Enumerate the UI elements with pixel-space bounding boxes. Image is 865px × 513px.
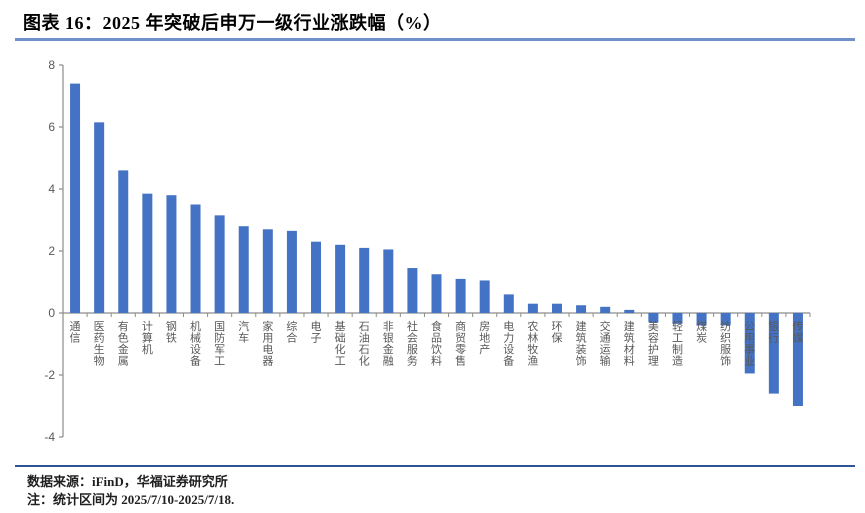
figure-title: 图表 16：2025 年突破后申万一级行业涨跌幅（%） xyxy=(23,13,442,33)
x-category-label: 国防军工 xyxy=(214,320,225,368)
x-category-label: 通信 xyxy=(70,320,81,345)
chart-bar xyxy=(311,241,322,313)
chart-bar xyxy=(214,215,225,313)
chart-bar xyxy=(624,309,635,313)
chart-bar xyxy=(383,249,394,313)
y-tick-label: -4 xyxy=(44,430,55,444)
chart-bar xyxy=(551,303,562,313)
x-category-label: 基础化工 xyxy=(335,320,346,368)
x-category-label: 社会服务 xyxy=(407,319,418,368)
chart-bar xyxy=(527,303,538,313)
chart-bar xyxy=(768,313,779,394)
x-category-label: 公用事业 xyxy=(744,321,755,368)
x-category-label: 房地产 xyxy=(479,320,490,356)
chart-bar xyxy=(792,313,803,406)
x-category-label: 银行 xyxy=(768,319,779,345)
chart-bar xyxy=(672,313,683,324)
chart-bar xyxy=(648,313,659,323)
x-category-label: 纺织服饰 xyxy=(720,319,731,368)
chart-bar xyxy=(94,122,105,313)
chart-bar xyxy=(479,280,490,313)
chart-bar xyxy=(166,195,177,313)
x-category-label: 煤炭 xyxy=(696,320,707,345)
y-tick-label: 4 xyxy=(48,182,55,196)
x-category-label: 非银金融 xyxy=(383,320,394,368)
title-rule xyxy=(15,38,855,41)
footer-rule xyxy=(15,465,855,467)
source-text: 数据来源：iFinD，华福证券研究所 xyxy=(27,474,228,489)
x-category-label: 有色金属 xyxy=(118,319,129,368)
x-category-label: 美容护理 xyxy=(648,320,659,368)
y-tick-label: 2 xyxy=(48,244,55,258)
x-category-label: 农林牧渔 xyxy=(527,319,538,368)
x-category-label: 环保 xyxy=(551,321,562,345)
chart-bar xyxy=(431,274,442,313)
x-category-label: 轻工制造 xyxy=(672,319,683,368)
x-category-label: 综合 xyxy=(286,319,297,345)
y-tick-label: -2 xyxy=(44,368,55,382)
x-category-label: 汽车 xyxy=(238,319,249,345)
chart-bar xyxy=(696,313,707,326)
x-category-label: 电力设备 xyxy=(503,320,514,368)
x-category-label: 建筑材料 xyxy=(624,319,635,368)
chart-bar xyxy=(720,313,731,326)
chart-bar xyxy=(70,83,81,313)
chart-bar xyxy=(600,306,611,313)
chart-bar xyxy=(262,229,273,313)
chart-bar xyxy=(286,230,297,313)
y-tick-label: 6 xyxy=(48,120,55,134)
chart-bar xyxy=(118,170,129,313)
chart-bar xyxy=(335,244,346,313)
chart-bar xyxy=(503,294,514,313)
note-text: 注：统计区间为 2025/7/10-2025/7/18. xyxy=(27,492,235,507)
chart-bar xyxy=(359,247,370,313)
chart-bar xyxy=(455,278,466,313)
x-category-label: 计算机 xyxy=(142,320,153,356)
y-tick-label: 8 xyxy=(48,58,55,72)
x-category-label: 建筑装饰 xyxy=(576,319,587,368)
x-category-label: 机械设备 xyxy=(190,319,201,368)
x-category-label: 家用电器 xyxy=(262,319,273,368)
x-category-label: 钢铁 xyxy=(166,320,177,345)
chart-bar xyxy=(238,226,249,313)
x-category-label: 食品饮料 xyxy=(431,319,442,368)
x-category-label: 交通运输 xyxy=(600,319,611,368)
chart-bar xyxy=(576,305,587,313)
chart-bar xyxy=(142,193,153,313)
x-category-label: 石油石化 xyxy=(359,321,370,368)
bar-chart: 8 6 4 2 0 -2 -4 通信 医药生物 有色金属 计算机 钢铁 机械设备 国防军工 汽车 家用电器 综合… xyxy=(44,58,811,444)
x-category-label: 电子 xyxy=(311,320,322,345)
chart-bar xyxy=(744,313,755,374)
y-tick-label: 0 xyxy=(48,306,55,320)
chart-bar xyxy=(407,268,418,313)
x-category-label: 传媒 xyxy=(792,320,803,345)
x-category-label: 商贸零售 xyxy=(455,319,466,368)
chart-bar xyxy=(190,204,201,313)
x-category-label: 医药生物 xyxy=(94,321,105,368)
